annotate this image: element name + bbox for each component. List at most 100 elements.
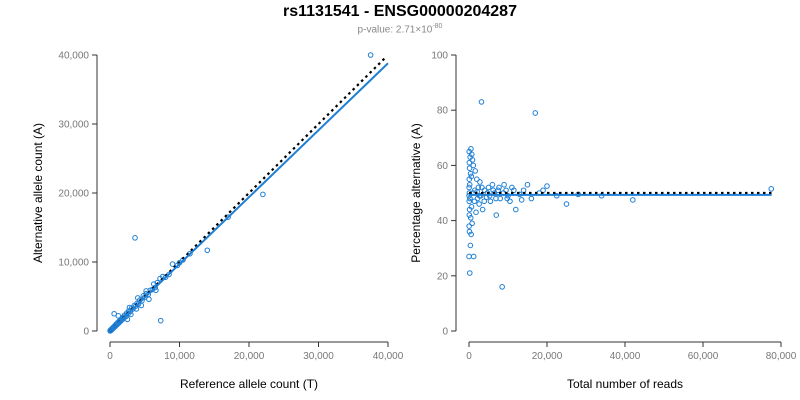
right-data-point — [466, 223, 472, 229]
left-x-tick-label: 30,000 — [303, 351, 334, 362]
right-data-point — [466, 198, 473, 205]
right-data-point — [467, 195, 473, 202]
right-data-point — [466, 176, 473, 182]
left-data-point — [126, 304, 133, 311]
right-x-tick-label: 80,000 — [766, 351, 797, 362]
right-data-point — [466, 165, 473, 171]
right-y-tick-label: 100 — [431, 51, 448, 62]
right-data-point — [467, 170, 474, 177]
chart-title: rs1131541 - ENSG00000204287 — [283, 3, 517, 20]
right-y-tick-label: 40 — [437, 216, 449, 227]
right-x-tick-label: 20,000 — [532, 351, 563, 362]
right-y-axis-label: Percentage alternative (A) — [409, 123, 423, 262]
left-x-tick-label: 10,000 — [164, 351, 195, 362]
right-data-point — [472, 168, 479, 174]
p-value-text: p-value: 2.71×10 — [357, 24, 433, 36]
right-data-point — [466, 270, 473, 276]
right-data-point — [466, 159, 473, 166]
right-data-point — [467, 242, 474, 249]
left-data-point — [138, 302, 145, 309]
p-value-exponent: -80 — [432, 23, 443, 30]
right-data-point — [524, 181, 531, 188]
left-y-tick-label: 20,000 — [58, 189, 89, 200]
right-data-point — [479, 206, 486, 213]
right-data-point — [466, 184, 472, 191]
right-data-point — [481, 198, 488, 205]
right-y-tick-label: 20 — [437, 271, 449, 282]
left-y-tick-label: 0 — [83, 327, 89, 338]
right-data-point — [513, 206, 519, 213]
right-x-tick-label: 40,000 — [610, 351, 641, 362]
left-data-point — [157, 317, 164, 324]
right-data-point — [466, 181, 473, 188]
right-data-point — [476, 201, 482, 207]
right-data-point — [528, 195, 535, 202]
right-data-point — [532, 110, 539, 116]
left-data-point — [124, 316, 131, 323]
right-data-point — [518, 197, 525, 203]
right-data-point — [540, 187, 546, 194]
right-data-point — [474, 176, 480, 182]
right-data-point — [470, 162, 477, 169]
left-data-point — [143, 288, 149, 294]
right-data-point — [467, 215, 474, 221]
right-data-point — [487, 198, 494, 205]
right-data-point — [503, 187, 509, 194]
left-data-point — [204, 247, 211, 254]
left-data-point — [132, 235, 138, 241]
right-data-point — [477, 179, 483, 185]
right-data-point — [466, 228, 473, 235]
right-data-point — [544, 183, 550, 189]
right-data-point — [493, 212, 500, 218]
left-data-point — [107, 328, 113, 334]
right-data-point — [563, 201, 570, 207]
left-x-tick-label: 0 — [107, 351, 113, 362]
left-data-point — [150, 281, 157, 287]
right-data-point — [466, 148, 472, 155]
chart-subtitle: p-value: 2.71×10-80 — [0, 23, 800, 35]
right-y-tick-label: 0 — [442, 327, 448, 338]
right-data-point — [470, 253, 477, 260]
right-x-tick-label: 0 — [466, 351, 472, 362]
left-fit-line — [109, 62, 389, 332]
right-data-point — [496, 184, 502, 191]
right-data-point — [479, 184, 485, 191]
right-data-point — [473, 209, 479, 216]
right-data-point — [520, 187, 527, 194]
right-data-point — [489, 181, 496, 188]
right-data-point — [507, 198, 513, 205]
left-data-point — [367, 52, 374, 58]
left-y-axis-label: Alternative allele count (A) — [31, 123, 45, 263]
right-data-point — [511, 187, 517, 194]
right-data-point — [468, 231, 474, 238]
right-data-point — [768, 186, 775, 192]
left-data-point — [135, 295, 141, 301]
left-reference-line — [109, 55, 388, 332]
right-data-point — [467, 154, 473, 160]
left-data-point — [260, 191, 266, 198]
left-x-axis-label: Reference allele count (T) — [180, 377, 318, 391]
right-data-point — [499, 284, 505, 290]
right-data-point — [466, 212, 473, 218]
right-data-point — [501, 181, 507, 188]
left-data-point — [146, 296, 152, 303]
right-y-tick-label: 80 — [437, 106, 449, 117]
left-data-point — [115, 313, 122, 319]
right-data-point — [485, 184, 492, 191]
right-data-point — [466, 206, 473, 213]
left-y-tick-label: 40,000 — [58, 51, 89, 62]
right-data-point — [481, 187, 488, 194]
right-data-point — [630, 197, 636, 203]
right-x-axis-label: Total number of reads — [567, 377, 683, 391]
left-data-point — [169, 261, 176, 267]
right-data-point — [504, 195, 511, 202]
left-x-tick-label: 40,000 — [373, 351, 404, 362]
right-y-tick-label: 60 — [437, 161, 449, 172]
left-y-tick-label: 30,000 — [58, 120, 89, 131]
right-data-point — [466, 253, 472, 260]
left-x-tick-label: 20,000 — [234, 351, 265, 362]
right-data-point — [493, 195, 499, 202]
right-data-point — [468, 146, 474, 152]
right-x-tick-label: 60,000 — [688, 351, 719, 362]
